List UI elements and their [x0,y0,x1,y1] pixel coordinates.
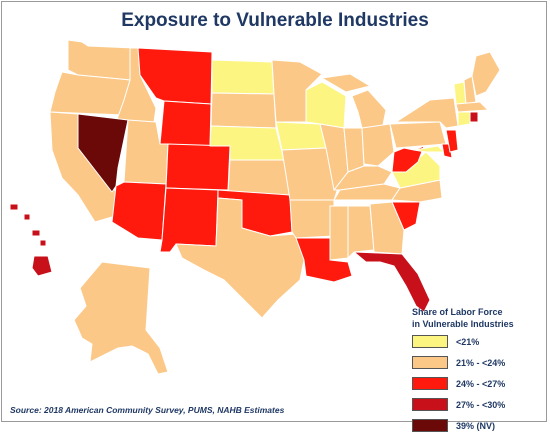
legend-swatch [412,335,448,348]
state-tn [333,183,401,201]
state-nc [391,179,443,203]
legend-swatch [412,398,448,411]
state-nm [159,187,219,253]
state-nj [445,129,459,153]
state-wa [67,39,136,81]
state-sc [391,201,421,231]
state-ks [227,159,291,196]
state-hi [9,203,53,277]
state-ct [457,111,471,127]
state-sd [210,92,277,129]
source-note: Source: 2018 American Community Survey, … [10,405,285,415]
legend-item: 21% - <24% [412,354,548,372]
state-me [471,51,501,97]
state-al [347,205,375,259]
legend-title-line2: in Vulnerable Industries [412,319,514,329]
state-nd [211,59,275,95]
legend-item: 27% - <30% [412,396,548,414]
state-ia [275,121,327,151]
state-wy [159,100,212,147]
state-ri [469,111,479,123]
legend-item: 24% - <27% [412,375,548,393]
state-ga [369,201,405,255]
state-az [111,181,167,241]
legend-swatch [412,356,448,369]
map-title: Exposure to Vulnerable Industries [121,10,429,31]
legend: Share of Labor Force in Vulnerable Indus… [412,306,548,435]
legend-swatch [412,377,448,390]
legend-item: 39% (NV) [412,417,548,435]
legend-swatch [412,419,448,432]
state-ms [329,205,349,261]
legend-title-line1: Share of Labor Force [412,307,503,317]
state-pa [389,121,447,149]
state-oh [361,123,395,167]
legend-item: <21% [412,333,548,351]
state-mo [281,147,339,201]
legend-label: 24% - <27% [456,379,506,389]
state-tx [175,197,305,319]
legend-label: 39% (NV) [456,421,496,431]
state-ak [73,261,169,375]
state-co [165,143,231,191]
legend-label: <21% [456,337,480,347]
state-md [413,145,445,153]
legend-label: 21% - <24% [456,358,506,368]
state-ma [455,101,489,113]
state-or [49,71,131,116]
state-fl [353,251,431,313]
state-in [343,127,365,173]
us-map [9,39,501,375]
legend-label: 27% - <30% [456,400,506,410]
state-ar [289,199,335,239]
state-wv [391,145,425,173]
